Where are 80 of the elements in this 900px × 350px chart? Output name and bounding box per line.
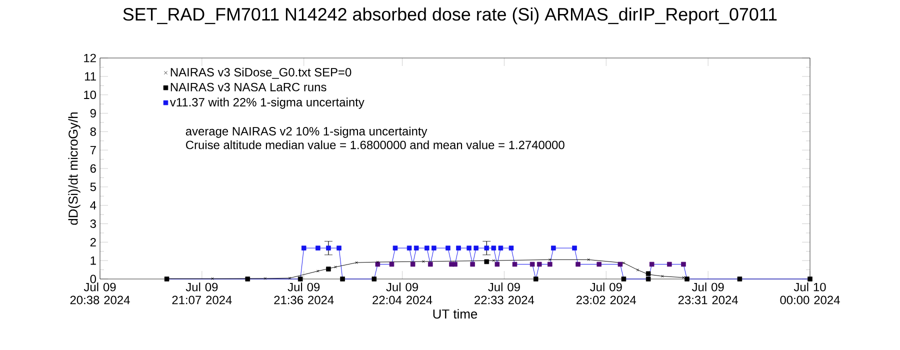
point <box>211 277 214 280</box>
point <box>498 246 504 250</box>
point <box>681 262 686 267</box>
point <box>636 268 640 272</box>
point <box>288 276 292 280</box>
point <box>551 246 556 250</box>
point <box>389 262 394 267</box>
point <box>484 246 490 250</box>
point <box>622 262 626 264</box>
point <box>548 262 552 267</box>
point <box>406 246 412 250</box>
point <box>508 246 514 250</box>
x-axis-title: UT time <box>433 309 478 319</box>
point <box>392 246 398 250</box>
y-axis-title: dD(Si)/dt microGy/h <box>68 112 80 225</box>
point <box>422 260 425 263</box>
point <box>355 261 358 264</box>
point <box>587 258 590 262</box>
point <box>572 246 577 250</box>
point <box>494 262 500 267</box>
y-tick-label: 5 <box>90 182 96 192</box>
x-tick-label: Jul 09 21:36 2024 <box>274 282 334 304</box>
point <box>466 246 472 250</box>
chart-title: SET_RAD_FM7011 N14242 absorbed dose rate (Si) ARMAS_dirIP_Report_07011 <box>123 8 777 24</box>
point <box>336 246 342 250</box>
y-tick-label: 1 <box>90 256 96 265</box>
point <box>649 262 654 267</box>
y-tick-label: 9 <box>90 109 96 118</box>
y-tick-label: 3 <box>90 220 96 228</box>
point <box>596 262 602 267</box>
point <box>428 262 433 267</box>
point <box>452 262 458 267</box>
x-tick-label: Jul 09 23:31 2024 <box>678 282 738 304</box>
x-tick-label: Jul 09 20:38 2024 <box>70 282 130 304</box>
y-tick-label: 10 <box>84 90 96 100</box>
point <box>414 246 419 250</box>
legend-label: NAIRAS v3 NASA LaRC runs <box>170 82 326 92</box>
point <box>326 266 331 272</box>
x-tick-label: Jul 09 23:02 2024 <box>576 282 636 304</box>
x-tick-label: Jul 09 22:33 2024 <box>474 282 534 304</box>
point <box>667 262 672 267</box>
point <box>536 262 542 267</box>
point <box>264 277 267 280</box>
point <box>484 259 490 264</box>
x-tick-label: Jul 09 21:07 2024 <box>172 282 232 304</box>
point <box>470 262 475 267</box>
point <box>576 262 580 267</box>
y-tick-label: 7 <box>90 146 96 154</box>
point <box>491 246 496 250</box>
point <box>548 258 552 262</box>
point <box>618 262 623 267</box>
point <box>432 246 436 250</box>
y-tick-label: 0 <box>90 274 96 284</box>
y-tick-label: 4 <box>90 201 96 210</box>
x-tick-label: Jul 10 00:00 2024 <box>780 282 840 304</box>
point <box>512 262 518 267</box>
legend-label: NAIRAS v3 SiDose_G0.txt SEP=0 <box>170 68 352 79</box>
point <box>474 246 478 250</box>
y-tick-label: 12 <box>84 54 96 62</box>
y-tick-label: 11 <box>84 72 96 81</box>
point <box>326 246 331 250</box>
annotation: average NAIRAS v2 10% 1-sigma uncertainty <box>186 126 428 138</box>
y-tick-label: 6 <box>90 164 96 173</box>
point <box>446 246 450 250</box>
point <box>492 259 496 262</box>
point <box>424 246 430 250</box>
point <box>376 260 380 264</box>
point <box>661 274 664 278</box>
x-tick-label: Jul 09 22:04 2024 <box>372 282 432 304</box>
point <box>456 246 461 250</box>
point <box>375 262 380 267</box>
point <box>301 246 306 250</box>
point <box>530 262 535 267</box>
legend-label: v11.37 with 22% 1-sigma uncertainty <box>170 98 364 109</box>
y-tick-label: 8 <box>90 127 96 136</box>
point <box>410 262 416 267</box>
point <box>316 270 320 272</box>
y-tick-label: 2 <box>90 238 96 246</box>
point <box>316 246 320 250</box>
annotation: Cruise altitude median value = 1.6800000 and mean value = 1.2740000 <box>186 140 564 150</box>
